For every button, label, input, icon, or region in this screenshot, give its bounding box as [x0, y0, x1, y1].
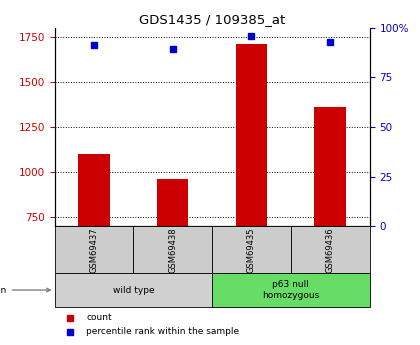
Text: genotype/variation: genotype/variation: [0, 286, 50, 295]
Bar: [78, 154, 110, 226]
Text: GSM69435: GSM69435: [247, 227, 256, 273]
Bar: [291, 226, 370, 273]
Text: GSM69437: GSM69437: [89, 227, 98, 273]
Text: GSM69436: GSM69436: [326, 227, 335, 273]
Text: GSM69438: GSM69438: [168, 227, 177, 273]
Bar: [212, 226, 291, 273]
Text: p63 null
homozygous: p63 null homozygous: [262, 280, 320, 300]
Bar: [212, 273, 370, 307]
Bar: [55, 273, 212, 307]
Bar: [157, 179, 189, 226]
Text: wild type: wild type: [113, 286, 154, 295]
Text: percentile rank within the sample: percentile rank within the sample: [86, 327, 239, 336]
Text: count: count: [86, 313, 112, 322]
Bar: [236, 44, 267, 226]
Bar: [134, 226, 212, 273]
Bar: [315, 107, 346, 226]
Bar: [55, 226, 134, 273]
Title: GDS1435 / 109385_at: GDS1435 / 109385_at: [139, 13, 285, 27]
